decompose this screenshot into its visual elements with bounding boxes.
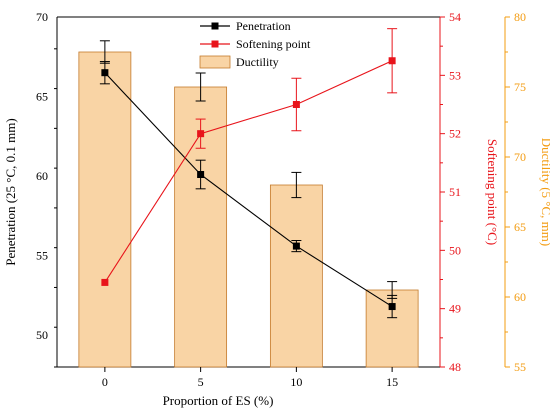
right2-tick-label: 80 (514, 10, 526, 24)
bar-ductility-10 (269, 184, 323, 368)
x-axis-label: Proportion of ES (%) (163, 393, 274, 408)
x-tick-label: 5 (198, 375, 204, 389)
left-tick-label: 65 (36, 90, 48, 104)
bar-ductility-0 (78, 51, 132, 368)
x-tick-label: 0 (102, 375, 108, 389)
left-axis-label: Penetration (25 °C, 0.1 mm) (3, 118, 18, 265)
softening-point-point-15 (388, 57, 396, 65)
softening-point-point-0 (101, 278, 109, 286)
right1-tick-label: 49 (449, 302, 461, 316)
right1-tick-label: 54 (449, 10, 461, 24)
legend-softening-point-marker (211, 40, 219, 48)
softening-point-point-5 (197, 130, 205, 138)
penetration-point-10 (292, 242, 300, 250)
penetration-point-5 (197, 171, 205, 178)
ductility-bars (78, 40, 419, 368)
legend-softening-point-label: Softening point (236, 37, 311, 51)
right1-tick-label: 50 (449, 243, 461, 257)
left-tick-label: 55 (36, 249, 48, 263)
right1-tick-label: 53 (449, 68, 461, 82)
legend: Penetration Softening point Ductility (199, 19, 311, 69)
legend-ductility-label: Ductility (236, 55, 279, 69)
right2-tick-label: 75 (514, 80, 526, 94)
right2-tick-label: 65 (514, 220, 526, 234)
left-tick-label: 60 (36, 169, 48, 183)
data-lines (99, 28, 398, 319)
legend-penetration-label: Penetration (236, 19, 291, 33)
left-tick-label: 50 (36, 328, 48, 342)
penetration-point-15 (388, 303, 396, 311)
penetration-line (104, 72, 393, 308)
right1-axis-label: Softening point (°C) (485, 139, 500, 245)
x-tick-label: 10 (290, 375, 302, 389)
right2-tick-label: 55 (514, 360, 526, 374)
legend-ductility-swatch (199, 55, 231, 69)
x-tick-label: 15 (386, 375, 398, 389)
right1-tick-label: 52 (449, 127, 461, 141)
right1-tick-label: 51 (449, 185, 461, 199)
softening-point-line (104, 60, 393, 283)
penetration-point-0 (101, 69, 109, 77)
axes: 0 5 10 15 50 55 60 65 70 Penetration (25 °C, 0.1 … (3, 10, 550, 389)
right2-axis-label: Ductility (5 °C, mm) (539, 138, 550, 246)
legend-penetration-marker (211, 22, 219, 30)
left-tick-label: 70 (36, 10, 48, 24)
right2-tick-label: 70 (514, 150, 526, 164)
softening-point-point-10 (292, 101, 300, 108)
right1-tick-label: 48 (449, 360, 461, 374)
right2-tick-label: 60 (514, 290, 526, 304)
